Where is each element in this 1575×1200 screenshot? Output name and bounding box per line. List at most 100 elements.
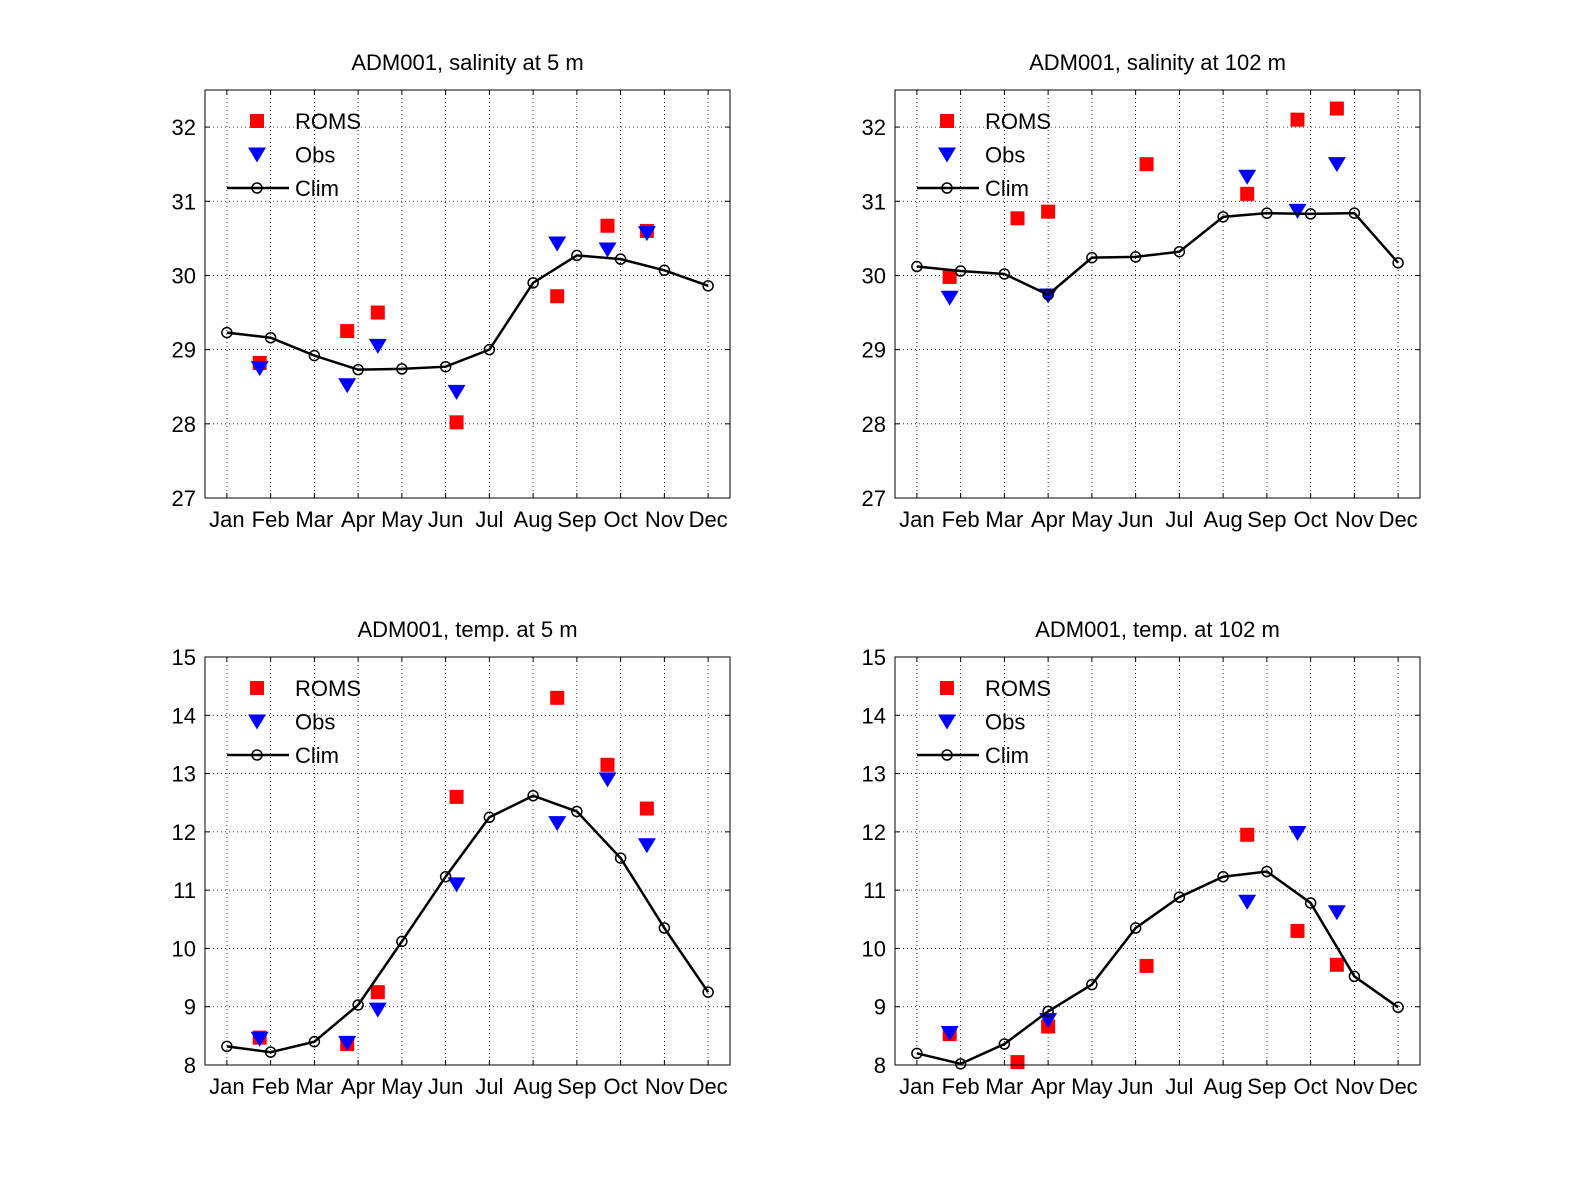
roms-point [449,789,464,804]
series-roms [942,101,1344,284]
clim-point [1217,870,1229,883]
chart-panel-4: Jan Feb Mar Apr May Jun Jul Aug Sep Oct Nov Dec 8 9 10… [862,617,1421,1099]
roms-point [1329,101,1344,116]
clim-point [1129,251,1142,263]
obs-point [1327,157,1346,173]
x-tick-label: Jan [899,507,934,532]
y-tick-label: 9 [184,995,196,1020]
clim-point [1042,1005,1054,1018]
legend: ROMS Obs Clim [917,676,1051,768]
obs-point [1039,1013,1058,1029]
x-tick-label: Apr [1031,507,1065,532]
plot-area [205,90,730,498]
y-tick-label: 12 [172,820,196,845]
legend-label-roms: ROMS [985,109,1051,134]
series-clim [221,789,714,1058]
roms-point [340,324,355,339]
x-tick-label: Oct [1294,507,1328,532]
clim-point [1173,891,1186,903]
y-tick-label: 15 [172,645,196,670]
clim-line [916,211,1400,297]
legend-roms-swatch [250,681,264,695]
x-tick-label: Jun [1118,1074,1153,1099]
clim-point [1042,288,1054,301]
x-tick-label: Apr [341,507,375,532]
x-tick-label: Jan [899,1074,934,1099]
obs-point [548,236,567,252]
clim-point [1217,211,1229,223]
y-tick-label: 10 [862,936,886,961]
clim-line [916,870,1399,1066]
legend-clim-swatch [251,182,263,194]
chart-title: ADM001, salinity at 5 m [351,50,583,75]
roms-point [1139,157,1154,172]
obs-point [338,1035,357,1051]
y-tick-label: 28 [862,412,886,437]
obs-point [447,877,466,893]
clim-point [1392,1001,1404,1014]
x-tick-label: Nov [1335,1074,1374,1099]
x-tick-label: Oct [1294,1074,1328,1099]
x-tick-label: Feb [252,1074,290,1099]
x-tick-label: Aug [1204,507,1243,532]
y-tick-label: 29 [862,338,886,363]
x-tick-label: May [1071,507,1113,532]
series-clim [911,865,1404,1070]
x-tick-label: Apr [341,1074,375,1099]
roms-point [370,305,385,320]
obs-point [250,1031,269,1047]
x-tick-label: May [381,1074,423,1099]
x-tick-label: Nov [645,1074,684,1099]
obs-point [1288,203,1307,219]
x-tick-label: Jul [1165,1074,1193,1099]
x-tick-label: Dec [1379,507,1418,532]
chart-title: ADM001, salinity at 102 m [1029,50,1286,75]
clim-line [226,254,709,371]
obs-point [1238,169,1257,185]
y-tick-label: 28 [172,412,196,437]
obs-point [940,1025,959,1041]
clim-point [527,277,539,289]
clim-point [483,811,496,824]
roms-point [1240,827,1255,842]
y-tick-label: 30 [172,263,196,288]
obs-point [598,242,617,258]
y-tick-label: 10 [172,936,196,961]
x-tick-label: Jun [428,507,463,532]
x-tick-label: Dec [689,1074,728,1099]
y-tick-label: 15 [862,645,886,670]
obs-point [940,290,959,306]
clim-point [1304,897,1317,909]
legend-label-clim: Clim [295,743,339,768]
x-tick-label: Sep [557,1074,596,1099]
legend-clim-swatch [251,749,263,761]
clim-point [571,805,583,818]
x-tick-label: Aug [1204,1074,1243,1099]
chart-panel-3: Jan Feb Mar Apr May Jun Jul Aug Sep Oct Nov Dec 8 9 10… [172,617,731,1099]
y-tick-label: 31 [172,189,196,214]
y-tick-label: 14 [172,703,196,728]
legend-obs-swatch [938,714,956,730]
legend-label-clim: Clim [985,176,1029,201]
legend-label-obs: Obs [295,710,335,735]
legend-roms-swatch [940,114,954,128]
x-tick-label: Sep [557,507,596,532]
clim-point [1348,970,1361,983]
series-clim [221,249,714,376]
clim-point [658,264,671,277]
clim-point [1129,922,1142,934]
clim-point [396,363,408,375]
axes-frame [894,656,1421,1066]
chart-title: ADM001, temp. at 5 m [357,617,577,642]
clim-point [396,935,408,948]
roms-point [1290,923,1305,938]
clim-point [614,852,627,864]
clim-line [226,794,710,1054]
axes-frame [894,89,1421,499]
legend-label-roms: ROMS [295,676,361,701]
x-tick-label: Jan [209,1074,244,1099]
x-tick-label: Mar [295,507,333,532]
clim-point [308,1035,321,1048]
x-tick-label: Apr [1031,1074,1065,1099]
legend-label-roms: ROMS [985,676,1051,701]
